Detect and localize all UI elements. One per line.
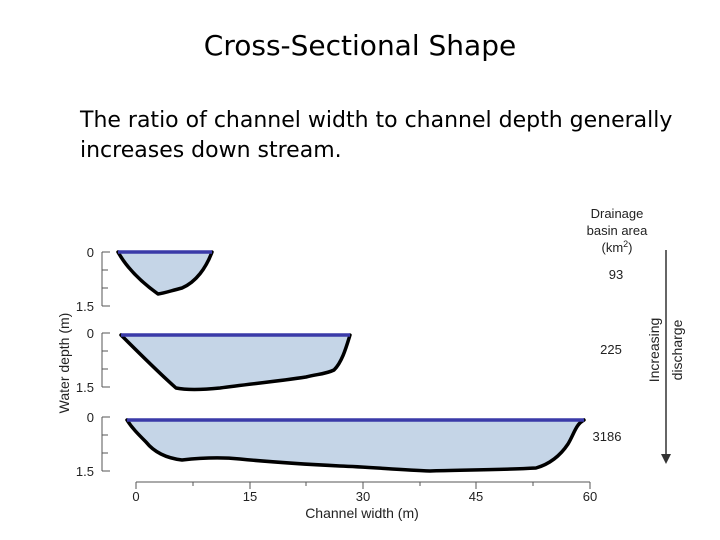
depth-tick-label: 1.5 bbox=[76, 380, 94, 395]
arrow-label-increasing: Increasing bbox=[646, 318, 662, 383]
slide-title: Cross-Sectional Shape bbox=[203, 29, 517, 62]
arrow-label-discharge: discharge bbox=[669, 319, 685, 380]
depth-tick-label: 0 bbox=[87, 410, 94, 425]
x-tick-label: 15 bbox=[243, 489, 257, 504]
depth-tick-label: 0 bbox=[87, 326, 94, 341]
depth-tick-label: 0 bbox=[87, 245, 94, 260]
depth-axis-large bbox=[101, 416, 110, 472]
x-tick-label: 30 bbox=[356, 489, 370, 504]
basin-area-value: 93 bbox=[609, 267, 623, 282]
channel-bed-small bbox=[116, 250, 214, 296]
basin-area-value: 3186 bbox=[593, 429, 622, 444]
depth-axis-medium bbox=[101, 332, 110, 388]
channel-water-large bbox=[127, 420, 584, 471]
x-axis-title: Channel width (m) bbox=[305, 505, 419, 521]
depth-tick-label: 1.5 bbox=[76, 464, 94, 479]
increasing-discharge-arrow bbox=[661, 250, 671, 464]
channel-bed-large bbox=[125, 418, 586, 473]
channel-bed-medium bbox=[119, 333, 352, 392]
x-tick-label: 0 bbox=[132, 489, 139, 504]
x-axis bbox=[135, 481, 591, 489]
x-tick-label: 60 bbox=[583, 489, 597, 504]
x-tick-label: 45 bbox=[469, 489, 483, 504]
basin-header-line3: (km2) bbox=[601, 239, 632, 255]
basin-header-line1: Drainage bbox=[591, 206, 644, 221]
depth-axis-small bbox=[101, 251, 110, 307]
basin-area-value: 225 bbox=[600, 342, 622, 357]
slide-body-text: The ratio of channel width to channel de… bbox=[80, 108, 673, 163]
channel-water-medium bbox=[121, 335, 350, 390]
basin-header-line2: basin area bbox=[587, 223, 648, 238]
depth-tick-label: 1.5 bbox=[76, 299, 94, 314]
y-axis-title: Water depth (m) bbox=[56, 313, 72, 414]
